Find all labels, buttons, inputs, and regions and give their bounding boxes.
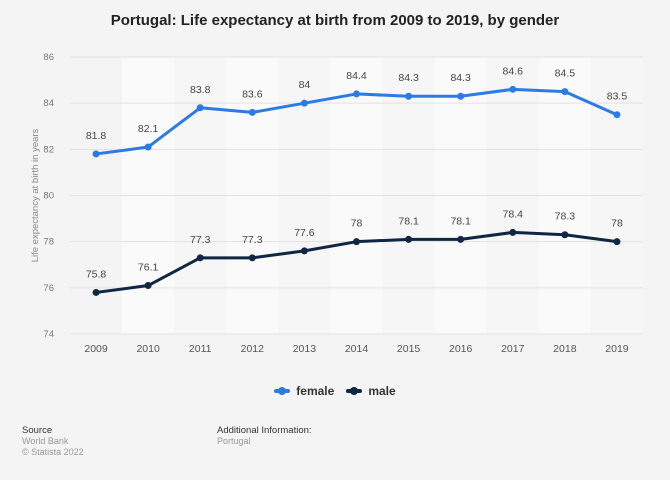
data-label-female: 84.3 <box>450 72 471 84</box>
male-swatch-icon <box>346 387 363 395</box>
chart-title: Portugal: Life expectancy at birth from … <box>110 12 560 29</box>
data-point-female <box>457 92 465 100</box>
female-swatch-icon <box>274 387 291 395</box>
y-tick-label: 86 <box>43 52 54 63</box>
data-label-female: 84.4 <box>346 70 367 82</box>
data-point-female <box>405 92 413 100</box>
legend-item-male[interactable]: male <box>346 384 396 398</box>
data-label-male: 78.1 <box>450 215 471 227</box>
data-label-male: 77.3 <box>190 234 211 246</box>
data-point-male <box>509 228 517 236</box>
x-tick-label: 2014 <box>345 343 369 355</box>
data-label-female: 84.6 <box>503 65 524 77</box>
info-label: Additional Information: <box>217 425 312 436</box>
data-label-male: 78 <box>351 218 363 230</box>
y-tick-label: 78 <box>43 237 54 248</box>
x-tick-label: 2018 <box>553 343 577 355</box>
x-tick-label: 2009 <box>84 343 108 355</box>
x-tick-label: 2016 <box>449 343 473 355</box>
source-block: Source World Bank © Statista 2022 <box>22 425 84 458</box>
x-tick-label: 2011 <box>189 343 212 355</box>
data-point-female <box>561 88 569 96</box>
data-point-male <box>144 282 152 290</box>
data-point-female <box>300 99 308 107</box>
data-point-male <box>613 238 621 246</box>
source-label: Source <box>22 425 53 436</box>
data-label-female: 83.8 <box>190 84 211 96</box>
data-point-female <box>353 90 360 98</box>
data-label-female: 84.5 <box>555 68 576 80</box>
data-point-male <box>248 254 256 262</box>
x-tick-label: 2015 <box>397 343 421 355</box>
data-point-male <box>405 235 413 243</box>
x-tick-label: 2017 <box>501 343 525 355</box>
data-point-male <box>353 238 360 246</box>
legend-label: male <box>368 384 396 398</box>
data-label-female: 82.1 <box>138 123 159 135</box>
data-label-female: 84.3 <box>398 72 419 84</box>
data-point-male <box>300 247 308 255</box>
additional-info-block: Additional Information: Portugal <box>217 425 312 447</box>
data-point-male <box>92 288 100 296</box>
y-tick-label: 74 <box>43 329 54 340</box>
y-tick-label: 84 <box>43 98 54 109</box>
x-tick-label: 2012 <box>241 343 265 355</box>
data-point-female <box>144 143 152 151</box>
legend: female male <box>0 384 670 398</box>
copyright[interactable]: © Statista 2022 <box>22 447 84 457</box>
legend-label: female <box>296 384 335 398</box>
source-link[interactable]: World Bank <box>22 436 69 446</box>
data-label-male: 77.3 <box>242 234 263 246</box>
data-point-female <box>248 108 256 116</box>
data-point-female <box>509 85 517 93</box>
data-label-male: 78.3 <box>555 211 576 223</box>
data-label-male: 76.1 <box>138 262 159 274</box>
data-label-male: 77.6 <box>294 227 315 239</box>
x-tick-label: 2019 <box>605 343 629 355</box>
y-tick-label: 80 <box>43 191 54 202</box>
data-point-male <box>457 235 465 243</box>
x-tick-label: 2013 <box>293 343 317 355</box>
data-label-male: 75.8 <box>86 268 107 280</box>
data-label-female: 84 <box>299 79 311 91</box>
data-point-female <box>92 150 100 158</box>
data-label-male: 78.1 <box>398 215 419 227</box>
info-value: Portugal <box>217 436 251 446</box>
data-label-female: 81.8 <box>86 130 107 142</box>
data-point-male <box>561 231 569 239</box>
data-label-female: 83.5 <box>607 91 628 103</box>
data-point-female <box>613 111 621 119</box>
data-point-male <box>196 254 204 262</box>
x-tick-label: 2010 <box>136 343 160 355</box>
data-point-female <box>196 104 204 112</box>
data-label-female: 83.6 <box>242 88 263 100</box>
y-tick-label: 76 <box>43 283 54 294</box>
y-axis-label: Life expectancy at birth in years <box>30 128 41 262</box>
legend-item-female[interactable]: female <box>274 384 334 398</box>
data-label-male: 78 <box>611 218 623 230</box>
data-label-male: 78.4 <box>503 208 524 220</box>
y-tick-label: 82 <box>43 144 54 155</box>
